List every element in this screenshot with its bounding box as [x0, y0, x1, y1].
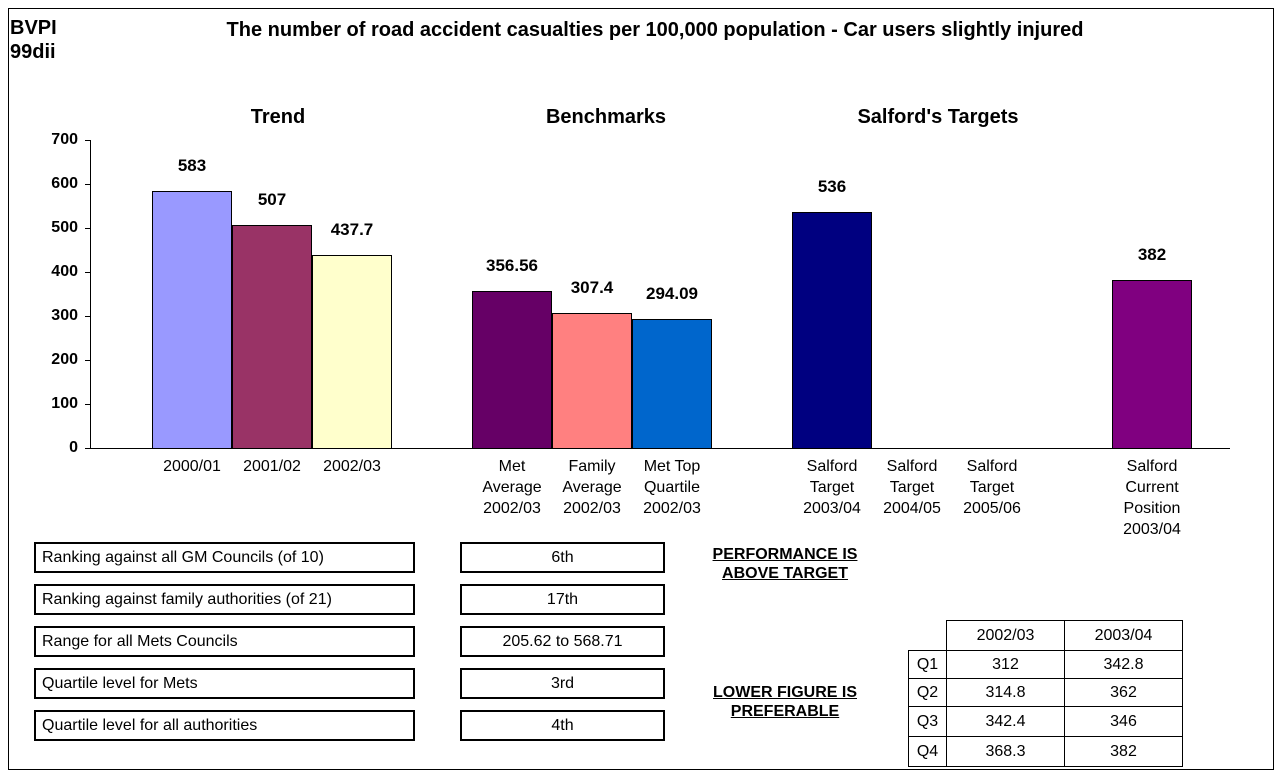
ranking-value: 205.62 to 568.71: [460, 626, 665, 657]
bar: [472, 291, 552, 449]
ranking-label: Ranking against family authorities (of 2…: [34, 584, 415, 615]
column-header: 2003/04: [1064, 620, 1183, 651]
x-tick-label: Salford Target 2003/04: [803, 458, 861, 517]
group-heading: Trend: [250, 106, 306, 128]
ranking-value: 6th: [460, 542, 665, 573]
note: PERFORMANCE IS ABOVE TARGET: [712, 546, 858, 582]
y-tick-label: 500: [51, 219, 78, 236]
row-header: Q4: [908, 736, 947, 767]
data-label: 583: [177, 156, 207, 176]
y-tick: [85, 316, 90, 317]
table-cell: 382: [1064, 736, 1183, 767]
data-label: 356.56: [486, 256, 538, 276]
x-tick-label: 2002/03: [323, 458, 381, 475]
y-tick-label: 200: [51, 351, 78, 368]
bar: [792, 212, 872, 449]
y-tick: [85, 140, 90, 141]
table-cell: 346: [1064, 706, 1183, 737]
x-tick-label: Salford Current Position 2003/04: [1123, 458, 1181, 538]
y-tick-label: 600: [51, 175, 78, 192]
data-label: 382: [1137, 244, 1167, 264]
data-label: 536: [817, 177, 847, 197]
y-tick: [85, 404, 90, 405]
ranking-label: Quartile level for all authorities: [34, 710, 415, 741]
table-cell: 312: [946, 650, 1065, 679]
x-tick-label: Met Top Quartile 2002/03: [643, 458, 701, 517]
ranking-value: 4th: [460, 710, 665, 741]
column-header: 2002/03: [946, 620, 1065, 651]
bar: [1112, 279, 1192, 449]
y-tick-label: 100: [51, 395, 78, 412]
row-header: Q1: [908, 650, 947, 679]
table-cell: 342.4: [946, 706, 1065, 737]
row-header: Q3: [908, 706, 947, 737]
indicator-code: BVPI 99dii: [10, 17, 57, 63]
row-header: Q2: [908, 678, 947, 707]
bar: [152, 191, 232, 449]
bar: [312, 255, 392, 449]
data-label: 307.4: [570, 277, 614, 297]
bar: [632, 318, 712, 449]
ranking-label: Range for all Mets Councils: [34, 626, 415, 657]
group-heading: Benchmarks: [545, 106, 667, 128]
y-tick: [85, 228, 90, 229]
y-tick-label: 700: [51, 131, 78, 148]
x-tick-label: Salford Target 2005/06: [963, 458, 1021, 517]
y-tick: [85, 272, 90, 273]
data-label: 507: [257, 189, 287, 209]
table-cell: 342.8: [1064, 650, 1183, 679]
y-axis: [90, 140, 91, 449]
data-label: 437.7: [330, 220, 374, 240]
ranking-value: 17th: [460, 584, 665, 615]
y-tick-label: 300: [51, 307, 78, 324]
x-tick-label: Met Average 2002/03: [482, 458, 542, 517]
x-tick-label: 2001/02: [243, 458, 301, 475]
y-tick: [85, 360, 90, 361]
table-cell: 368.3: [946, 736, 1065, 767]
y-tick: [85, 448, 90, 449]
chart-title: The number of road accident casualties p…: [226, 19, 1084, 41]
bar: [552, 312, 632, 449]
ranking-value: 3rd: [460, 668, 665, 699]
x-tick-label: 2000/01: [163, 458, 221, 475]
y-tick-label: 0: [69, 439, 78, 456]
group-heading: Salford's Targets: [857, 106, 1019, 128]
x-tick-label: Salford Target 2004/05: [883, 458, 941, 517]
ranking-label: Ranking against all GM Councils (of 10): [34, 542, 415, 573]
table-cell: 314.8: [946, 678, 1065, 707]
bar: [232, 224, 312, 449]
table-cell: 362: [1064, 678, 1183, 707]
data-label: 294.09: [646, 283, 698, 303]
y-tick: [85, 184, 90, 185]
x-tick-label: Family Average 2002/03: [562, 458, 622, 517]
ranking-label: Quartile level for Mets: [34, 668, 415, 699]
y-tick-label: 400: [51, 263, 78, 280]
frame: [8, 8, 1274, 770]
note: LOWER FIGURE IS PREFERABLE: [713, 684, 857, 720]
